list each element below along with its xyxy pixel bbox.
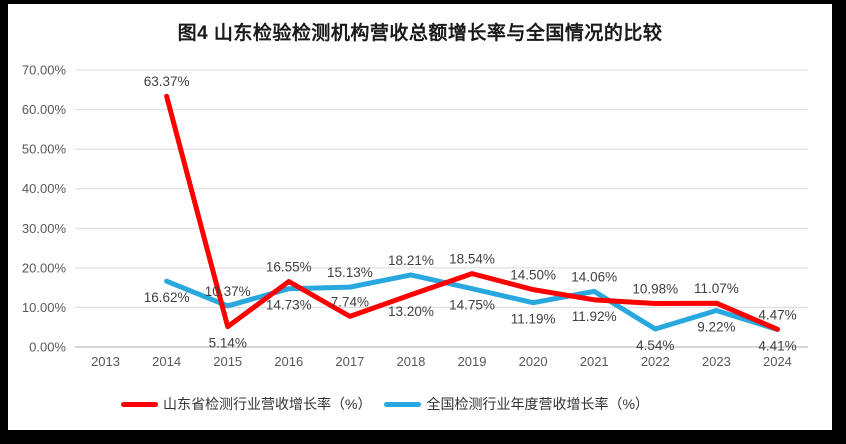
- series-line-shandong[interactable]: [164, 93, 780, 332]
- x-tick-label: 2015: [213, 354, 242, 369]
- x-tick-label: 2019: [458, 354, 487, 369]
- x-tick-label: 2023: [702, 354, 731, 369]
- legend-label-national: 全国检测行业年度营收增长率（%）: [426, 396, 649, 412]
- data-label-shandong: 4.47%: [758, 307, 796, 322]
- y-tick-label: 10.00%: [22, 300, 67, 315]
- data-label-shandong: 11.07%: [694, 281, 739, 296]
- x-tick-label: 2024: [763, 354, 792, 369]
- data-label-national: 4.54%: [636, 338, 674, 353]
- data-label-shandong: 11.92%: [572, 309, 617, 324]
- plot-area: 0.00% 10.00% 20.00% 30.00% 40.00% 50.00% 60.00…: [22, 63, 808, 369]
- y-tick-label: 30.00%: [22, 221, 67, 236]
- y-tick-label: 20.00%: [22, 260, 67, 275]
- y-tick-label: 40.00%: [22, 181, 67, 196]
- x-tick-label: 2013: [91, 354, 120, 369]
- x-tick-label: 2020: [519, 354, 548, 369]
- data-label-shandong: 10.98%: [632, 282, 678, 297]
- x-tick-label: 2014: [152, 354, 181, 369]
- x-tick-label: 2016: [274, 354, 303, 369]
- data-label-national: 14.75%: [449, 298, 495, 313]
- x-tick-label: 2022: [641, 354, 670, 369]
- legend-label-shandong: 山东省检测行业营收增长率（%）: [163, 396, 372, 412]
- legend-item-national[interactable]: 全国检测行业年度营收增长率（%）: [384, 394, 649, 414]
- data-label-shandong: 5.14%: [209, 336, 247, 351]
- data-label-national: 16.62%: [144, 290, 190, 305]
- x-tick-label: 2017: [335, 354, 364, 369]
- data-label-national: 11.19%: [511, 312, 556, 327]
- y-tick-label: 0.00%: [29, 340, 66, 355]
- y-tick-label: 60.00%: [22, 102, 67, 117]
- chart-legend: 山东省检测行业营收增长率（%） 全国检测行业年度营收增长率（%）: [121, 394, 649, 414]
- data-label-national: 4.41%: [758, 339, 796, 354]
- legend-swatch-shandong-icon: [121, 401, 158, 407]
- x-tick-label: 2021: [580, 354, 609, 369]
- legend-item-shandong[interactable]: 山东省检测行业营收增长率（%）: [121, 394, 371, 414]
- chart-title: 图4 山东检验检测机构营收总额增长率与全国情况的比较: [177, 23, 663, 44]
- data-label-national: 18.21%: [388, 253, 434, 268]
- y-tick-label: 70.00%: [22, 63, 67, 78]
- data-label-shandong: 13.20%: [388, 304, 434, 319]
- data-label-shandong: 16.55%: [266, 260, 312, 275]
- legend-swatch-national-icon: [384, 401, 422, 407]
- data-label-shandong: 63.37%: [144, 74, 190, 89]
- data-label-national: 14.06%: [571, 269, 617, 284]
- data-label-national: 10.37%: [205, 284, 251, 299]
- chart-panel: 0.00% 10.00% 20.00% 30.00% 40.00% 50.00% 60.00…: [8, 4, 832, 430]
- data-label-shandong: 18.54%: [449, 252, 495, 267]
- data-label-national: 14.73%: [266, 298, 312, 313]
- data-label-national: 15.13%: [327, 265, 373, 280]
- data-label-national: 9.22%: [697, 320, 735, 335]
- data-label-shandong: 14.50%: [510, 268, 556, 283]
- x-tick-label: 2018: [396, 354, 425, 369]
- data-label-shandong: 7.74%: [331, 294, 369, 309]
- y-tick-label: 50.00%: [22, 142, 67, 157]
